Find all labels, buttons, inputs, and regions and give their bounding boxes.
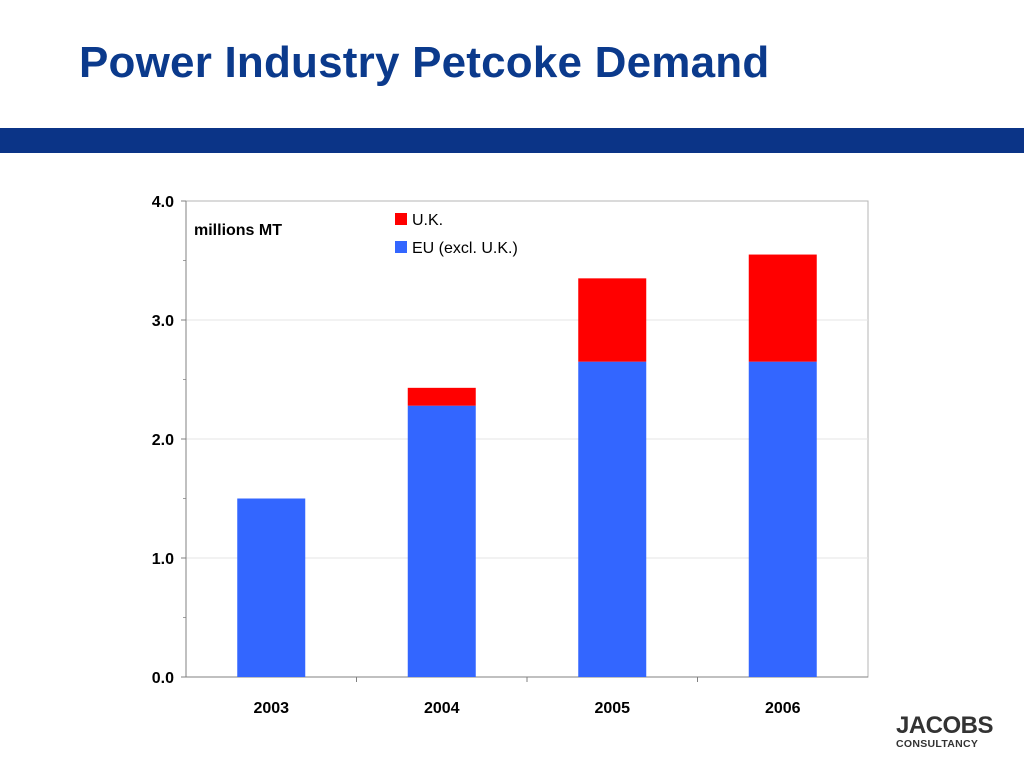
logo-name: JACOBS [896,712,994,739]
bar-eu-2003 [237,498,306,677]
x-tick-label: 2006 [765,700,801,717]
bar-uk-2006 [748,254,817,362]
legend-label-eu: EU (excl. U.K.) [412,240,518,257]
bar-uk-2005 [578,278,647,362]
y-tick-label: 1.0 [152,551,174,568]
y-tick-label: 0.0 [152,670,174,687]
bar-eu-2004 [407,405,476,677]
legend-swatch-uk [395,213,407,225]
bar-eu-2005 [578,361,647,677]
y-tick-label: 4.0 [152,194,174,211]
legend-swatch-eu [395,241,407,253]
y-tick-label: 3.0 [152,313,174,330]
bar-uk-2004 [407,387,476,406]
unit-label: millions MT [194,222,282,239]
x-tick-label: 2003 [253,700,289,717]
logo-subtitle: CONSULTANCY [896,738,979,750]
title-band [0,128,1024,153]
jacobs-logo: JACOBS CONSULTANCY [896,714,1006,750]
legend-label-uk: U.K. [412,212,443,229]
bar-eu-2006 [748,361,817,677]
y-tick-label: 2.0 [152,432,174,449]
slide-title: Power Industry Petcoke Demand [79,38,770,87]
x-tick-label: 2004 [424,700,460,717]
x-tick-label: 2005 [594,700,630,717]
